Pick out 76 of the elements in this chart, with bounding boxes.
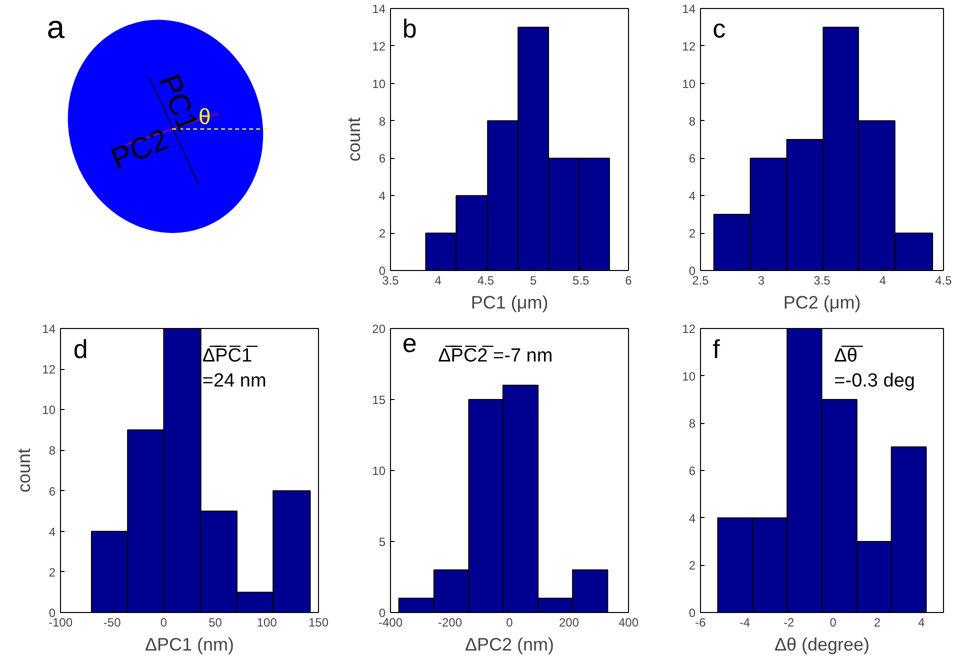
x-tick-label: 4 (918, 616, 926, 630)
annotation: d (73, 334, 88, 364)
annotation: e (402, 328, 417, 358)
x-tick-label: 3 (758, 274, 765, 288)
x-tick-label: 2.5 (692, 274, 710, 288)
y-tick-label: 4 (48, 524, 56, 539)
x-axis-title: PC2 (μm) (783, 292, 861, 312)
y-tick-label: 14 (372, 2, 386, 16)
y-tick-label: 4 (688, 511, 696, 526)
x-tick-label: -100 (48, 616, 73, 630)
x-axis-title: Δθ (degree) (774, 634, 870, 654)
y-tick-label: 12 (42, 362, 56, 377)
y-tick-label: 6 (688, 464, 696, 478)
x-tick-label: -4 (739, 616, 750, 630)
x-tick-label: 50 (208, 616, 222, 630)
x-tick-label: 5 (530, 274, 537, 288)
x-tick-label: 3.5 (382, 274, 400, 288)
x-tick-label: 4.5 (935, 274, 952, 288)
y-tick-label: 8 (378, 114, 386, 128)
annotation: f (712, 334, 721, 364)
annotation: b (402, 14, 417, 44)
text: PC2 (106, 123, 174, 176)
y-tick-label: 12 (682, 39, 696, 54)
annotation: Δ̅P̅C̅1̅ =24 nm (202, 346, 266, 392)
y-tick-label: 6 (378, 152, 386, 166)
y-tick-label: 4 (378, 189, 386, 204)
y-tick-label: 10 (42, 403, 56, 418)
x-tick-label: -200 (438, 616, 462, 630)
x-tick-label: -50 (103, 616, 122, 630)
y-tick-label: 12 (682, 322, 696, 336)
y-tick-label: 15 (372, 393, 386, 407)
x-axis-title: PC1 (μm) (470, 292, 548, 312)
x-tick-label: 4 (879, 274, 886, 288)
x-axis-title: ΔPC2 (nm) (464, 634, 554, 654)
x-tick-label: 0 (160, 616, 168, 630)
x-tick-label: 400 (618, 616, 639, 630)
y-tick-label: 10 (682, 369, 696, 384)
y-tick-label: 8 (48, 444, 56, 458)
annotation: c (712, 14, 726, 44)
y-tick-label: 6 (688, 152, 696, 166)
annotation: Δ̅P̅C̅2̅ =-7 nm (438, 346, 553, 367)
x-axis-title: ΔPC1 (nm) (144, 634, 234, 654)
x-tick-label: 0 (506, 616, 514, 630)
x-tick-label: -6 (695, 616, 706, 630)
x-tick-label: 4.5 (477, 274, 494, 288)
x-tick-label: 150 (308, 616, 329, 630)
y-tick-label: 5 (378, 535, 386, 549)
y-tick-label: 12 (372, 39, 386, 54)
x-tick-label: 2 (874, 616, 881, 630)
y-axis-title: count (14, 448, 34, 493)
annotation: Δ̅θ̅ =-0.3 deg (834, 346, 915, 392)
y-tick-label: 8 (688, 114, 696, 128)
x-tick-label: 6 (625, 274, 632, 288)
x-tick-label: 0 (830, 616, 837, 630)
y-tick-label: 6 (48, 484, 56, 498)
y-tick-label: 2 (48, 565, 56, 580)
y-tick-label: 10 (372, 76, 386, 91)
y-tick-label: 2 (688, 226, 696, 241)
y-tick-label: 2 (688, 558, 696, 573)
y-tick-label: 10 (372, 464, 386, 478)
x-tick-label: 3.5 (814, 274, 831, 288)
y-tick-label: 2 (378, 226, 386, 241)
y-tick-label: 0 (688, 606, 696, 620)
x-tick-label: 4 (434, 274, 442, 288)
y-tick-label: 10 (682, 76, 696, 91)
x-tick-label: 5.5 (572, 274, 590, 288)
y-tick-label: 14 (682, 2, 696, 16)
y-tick-label: 4 (688, 189, 696, 204)
x-tick-label: 200 (558, 616, 580, 630)
y-tick-label: 8 (688, 416, 696, 431)
y-axis-title: count (344, 117, 364, 162)
x-tick-label: 100 (256, 616, 278, 630)
x-tick-label: -2 (784, 616, 795, 630)
text: a (46, 9, 65, 46)
y-tick-label: 14 (42, 322, 56, 336)
y-tick-label: 20 (372, 322, 386, 336)
